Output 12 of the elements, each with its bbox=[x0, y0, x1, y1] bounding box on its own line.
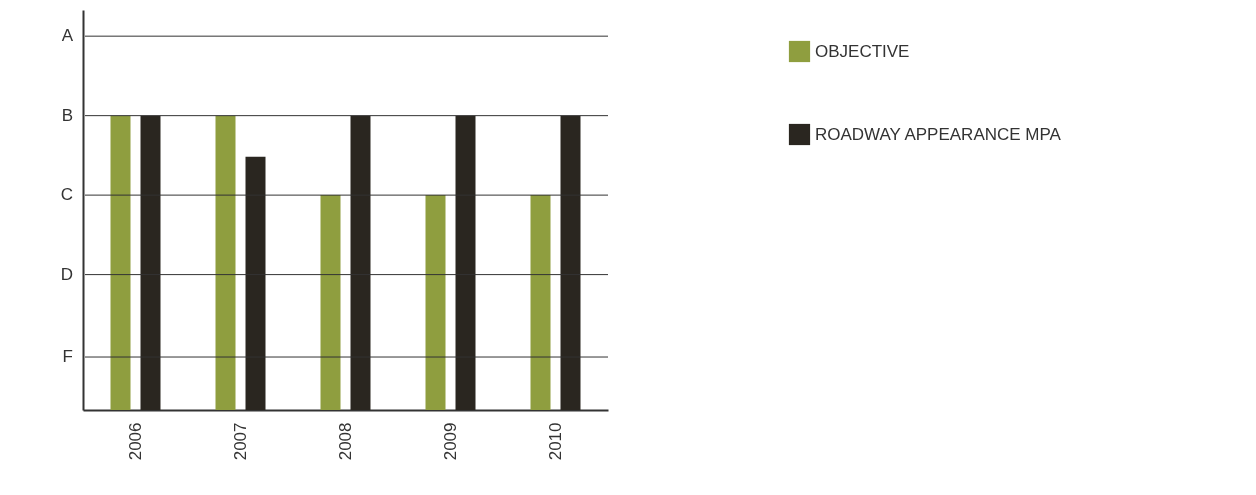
ref-line-label: A bbox=[61, 26, 74, 46]
legend-label: ROADWAY APPEARANCE MPA bbox=[815, 124, 1062, 144]
ref-line-label: F bbox=[62, 347, 73, 367]
ref-line-label: B bbox=[61, 105, 73, 125]
x-tick-label: 2010 bbox=[545, 422, 565, 461]
legend-label: OBJECTIVE bbox=[815, 41, 910, 61]
ref-line-label: C bbox=[60, 185, 73, 205]
ref-line-label: D bbox=[60, 264, 73, 284]
x-tick-label: 2007 bbox=[230, 422, 250, 461]
x-tick-label: 2009 bbox=[440, 422, 460, 461]
x-tick-label: 2008 bbox=[335, 422, 355, 461]
x-tick-label: 2006 bbox=[125, 422, 145, 461]
